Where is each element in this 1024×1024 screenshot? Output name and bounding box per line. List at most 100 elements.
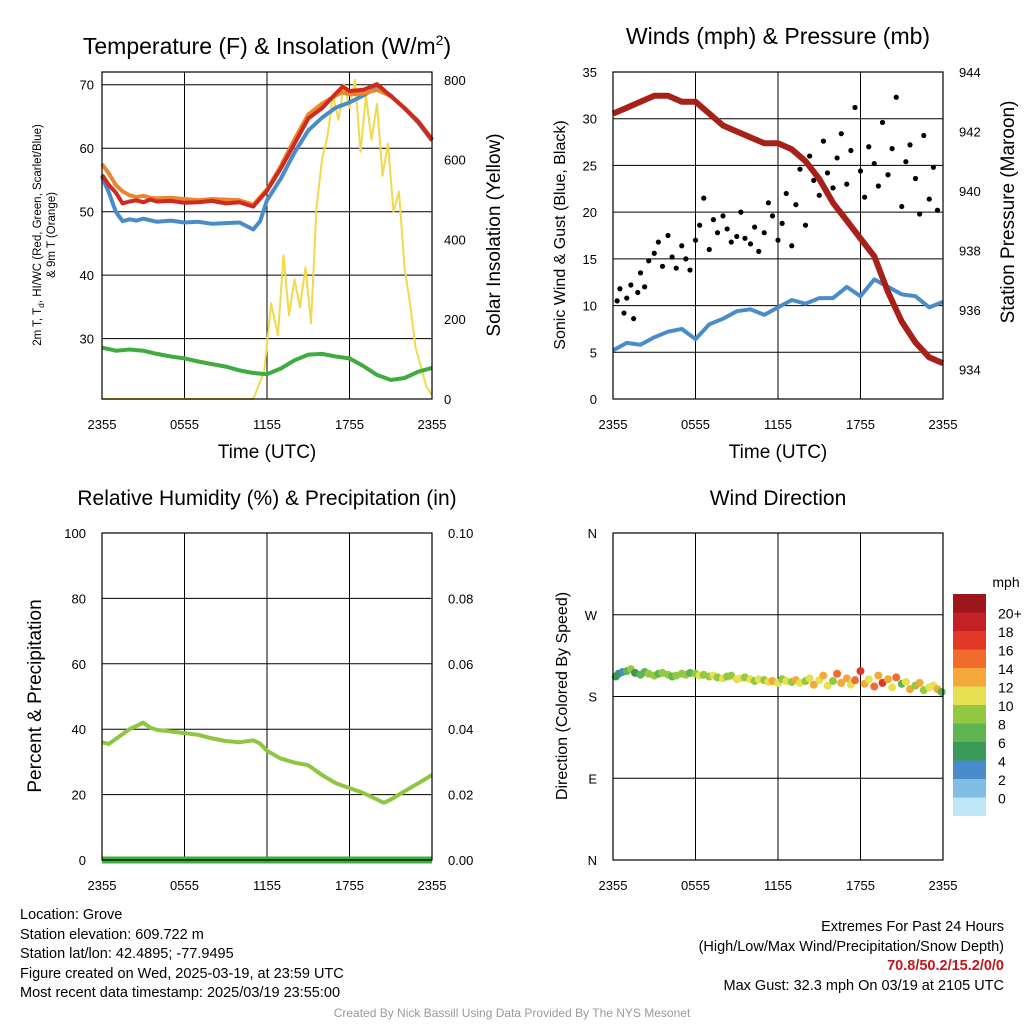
gust-point (728, 239, 734, 245)
pressure-y-tick-label: 936 (959, 303, 981, 318)
gust-point (617, 286, 623, 292)
direction-point (856, 667, 865, 676)
wind-direction-y-tick-label: N (588, 853, 597, 868)
gust-point (734, 233, 740, 240)
recent-text: Most recent data timestamp: 2025/03/19 2… (20, 985, 341, 1001)
wind-x-tick-label: 2355 (599, 417, 628, 432)
temperature-y-tick-label: 40 (80, 268, 94, 283)
humidity-y-tick-label: 0 (79, 853, 86, 868)
station-info: Location: Grove Station elevation: 609.7… (20, 906, 344, 1004)
insolation-axis-label: Solar Insolation (Yellow) (484, 133, 505, 336)
humidity-x-tick-label: 2355 (418, 878, 447, 893)
direction-point (842, 674, 851, 683)
gust-point (926, 196, 932, 202)
precipitation-y-tick-label: 0.02 (448, 788, 473, 803)
gust-point (635, 289, 641, 296)
wind-direction-y-tick-label: S (588, 690, 597, 705)
elevation-text: Station elevation: 609.722 m (20, 926, 204, 943)
gust-point (651, 250, 657, 256)
direction-point (892, 673, 901, 682)
gust-point (834, 155, 840, 161)
precipitation-y-tick-label: 0.10 (448, 526, 473, 541)
insolation-y-tick-label: 400 (444, 232, 466, 247)
created-text: Figure created on Wed, 2025-03-19, at 23… (20, 965, 344, 982)
colorbar-label: 2 (998, 772, 1006, 788)
wind-xlabel: Time (UTC) (729, 442, 828, 463)
pressure-y-tick-label: 938 (959, 243, 981, 258)
insolation-y-tick-label: 800 (444, 73, 466, 88)
gust-point (752, 224, 758, 230)
wind-y-tick-label: 25 (583, 158, 597, 173)
colorbar-swatch (953, 779, 986, 798)
gust-point (646, 258, 652, 264)
gust-point (756, 248, 762, 254)
humidity-y-tick-label: 20 (72, 788, 86, 803)
gust-point (747, 241, 754, 247)
temperature-xlabel: Time (UTC) (218, 442, 317, 463)
gust-point (857, 168, 864, 174)
wind-y-tick-label: 20 (583, 205, 597, 220)
colorbar-swatch (953, 612, 986, 631)
gust-point (706, 246, 712, 253)
gust-point (852, 104, 858, 111)
wind-y-tick-label: 5 (590, 345, 597, 360)
gust-point (807, 153, 813, 159)
humidity-title: Relative Humidity (%) & Precipitation (i… (77, 487, 456, 510)
wind-y-tick-label: 30 (583, 112, 597, 127)
direction-point (864, 675, 873, 684)
gust-point (885, 172, 891, 178)
gust-point (848, 147, 854, 154)
insolation-y-tick-label: 600 (444, 153, 466, 168)
colorbar-label: 10 (998, 698, 1014, 714)
wind-direction-frame (612, 532, 944, 861)
colorbar-swatch (953, 649, 986, 668)
gust-point (889, 146, 895, 152)
gust-point (669, 254, 675, 260)
colorbar-swatch (953, 797, 986, 816)
wind-x-tick-label: 1155 (764, 417, 792, 432)
gust-point (816, 192, 822, 198)
direction-point (901, 677, 910, 686)
pressure-y-tick-label: 944 (959, 65, 981, 80)
humidity-y-tick-label: 100 (64, 526, 86, 541)
colorbar-label: 18 (998, 624, 1014, 640)
insolation-y-tick-label: 200 (444, 312, 466, 327)
gust-point (673, 265, 679, 271)
gust-point (899, 203, 905, 210)
gust-point (783, 190, 789, 197)
max-gust-text: Max Gust: 32.3 mph On 03/19 at 2105 UTC (723, 977, 1004, 994)
temperature-x-tick-label: 1755 (335, 417, 364, 432)
wind-direction-x-tick-label: 1755 (846, 878, 875, 893)
colorbar-label: 8 (998, 717, 1006, 733)
wind-direction-x-tick-label: 1155 (764, 878, 792, 893)
gust-point (765, 200, 771, 206)
wind-y-tick-label: 0 (590, 392, 597, 407)
wind-direction-y-tick-label: N (588, 526, 597, 541)
gust-point (830, 185, 836, 191)
pressure-y-tick-label: 934 (959, 362, 981, 377)
gust-point (844, 181, 850, 187)
pressure-axis-label: Station Pressure (Maroon) (998, 101, 1019, 324)
direction-point (833, 669, 842, 678)
wind-frame (612, 71, 944, 400)
gust-point (665, 232, 671, 239)
gust-point (683, 256, 689, 262)
wind-y-tick-label: 10 (583, 299, 597, 314)
gust-point (875, 183, 881, 189)
gust-point (720, 213, 726, 219)
gust-point (624, 295, 630, 301)
wind-direction-x-tick-label: 2355 (929, 878, 958, 893)
humidity-y-tick-label: 60 (72, 657, 86, 672)
temperature-x-tick-label: 2355 (88, 417, 117, 432)
temperature-ylabel: 2m T, Td, HI/WC (Red, Green, Scarlet/Blu… (32, 124, 46, 346)
wind-direction-x-tick-label: 2355 (599, 878, 628, 893)
colorbar-swatch (953, 742, 986, 761)
gust-point (637, 270, 644, 276)
gust-point (893, 94, 899, 100)
gust-point (714, 230, 721, 236)
extremes-info: Extremes For Past 24 Hours (High/Low/Max… (699, 918, 1004, 996)
gust-point (621, 310, 627, 316)
gust-point (655, 239, 661, 245)
colorbar-title: mph (992, 574, 1019, 590)
temperature-y-tick-label: 60 (80, 141, 94, 156)
